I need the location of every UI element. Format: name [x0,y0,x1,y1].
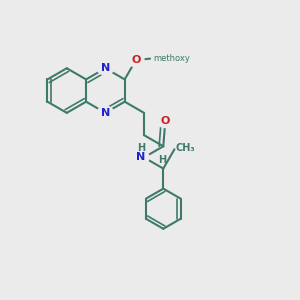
Text: N: N [136,152,146,162]
Text: N: N [101,63,110,73]
Text: O: O [131,55,140,65]
Ellipse shape [128,53,144,67]
Text: H: H [137,142,145,153]
Ellipse shape [97,61,114,75]
Text: CH₃: CH₃ [176,143,196,153]
Ellipse shape [133,151,149,164]
Text: O: O [160,116,170,126]
Text: H: H [158,155,166,165]
Text: methoxy: methoxy [153,54,190,63]
Ellipse shape [157,114,173,128]
Text: N: N [101,108,110,118]
Ellipse shape [97,106,114,119]
